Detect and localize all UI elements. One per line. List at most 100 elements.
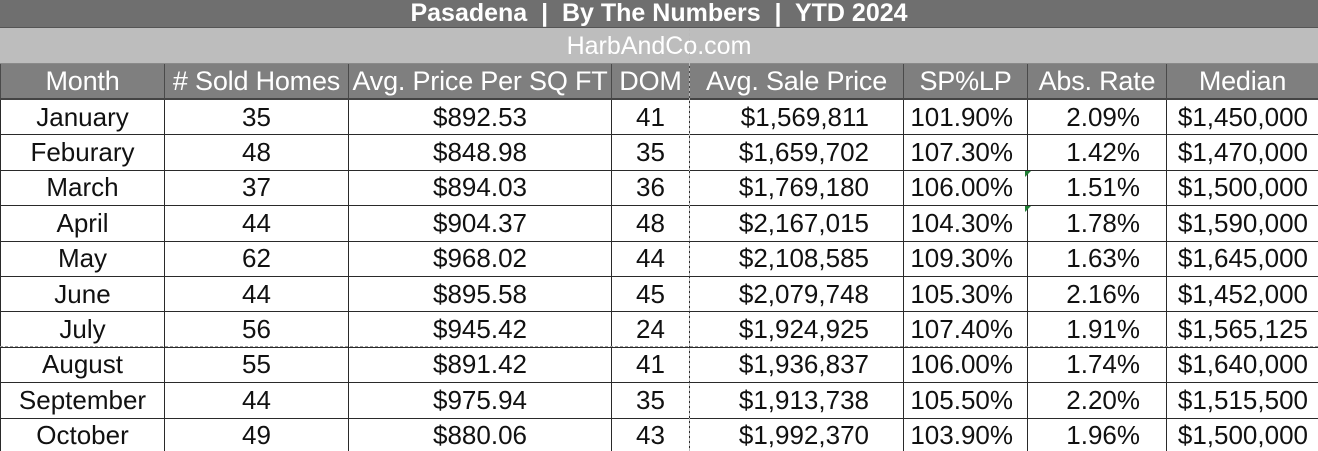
cell-avg-sale-price[interactable]: $2,167,015: [689, 205, 904, 242]
cell-sold-homes[interactable]: 48: [164, 134, 349, 171]
cell-month[interactable]: September: [0, 382, 165, 419]
cell-avg-sale-price[interactable]: $1,924,925: [689, 311, 904, 348]
column-header-avg-sale-price[interactable]: Avg. Sale Price: [689, 64, 904, 100]
column-header-sp-lp[interactable]: SP%LP: [903, 64, 1028, 100]
cell-month[interactable]: March: [0, 170, 165, 207]
cell-avg-sale-price[interactable]: $2,108,585: [689, 241, 904, 277]
cell-price-per-sqft[interactable]: $891.42: [348, 347, 612, 384]
cell-abs-rate[interactable]: 1.91%: [1027, 311, 1167, 348]
table-row: October 49 $880.06 43 $1,992,370 103.90% 1.96%…: [0, 418, 1318, 451]
table-row: May 62 $968.02 44 $2,108,585 109.30% 1.63% $1,6…: [0, 241, 1318, 277]
cell-sp-lp[interactable]: 104.30%: [903, 205, 1028, 242]
cell-median[interactable]: $1,452,000: [1166, 276, 1318, 313]
cell-median[interactable]: $1,640,000: [1166, 347, 1318, 384]
cell-avg-sale-price[interactable]: $2,079,748: [689, 276, 904, 313]
cell-month[interactable]: June: [0, 276, 165, 313]
cell-sp-lp[interactable]: 109.30%: [903, 241, 1028, 277]
cell-avg-sale-price[interactable]: $1,569,811: [689, 99, 904, 136]
stats-table: Month # Sold Homes Avg. Price Per SQ FT …: [0, 64, 1318, 451]
cell-abs-rate[interactable]: 1.96%: [1027, 418, 1167, 451]
cell-price-per-sqft[interactable]: $892.53: [348, 99, 612, 136]
cell-month[interactable]: January: [0, 99, 165, 136]
column-header-dom[interactable]: DOM: [611, 64, 690, 100]
cell-median[interactable]: $1,500,000: [1166, 170, 1318, 207]
cell-sp-lp[interactable]: 106.00%: [903, 170, 1028, 207]
cell-sold-homes[interactable]: 55: [164, 347, 349, 384]
cell-price-per-sqft[interactable]: $904.37: [348, 205, 612, 242]
cell-dom[interactable]: 43: [611, 418, 690, 451]
cell-sold-homes[interactable]: 35: [164, 99, 349, 136]
table-row: Feburary 48 $848.98 35 $1,659,702 107.30% 1.42…: [0, 134, 1318, 171]
cell-dom[interactable]: 45: [611, 276, 690, 313]
cell-median[interactable]: $1,470,000: [1166, 134, 1318, 171]
cell-avg-sale-price[interactable]: $1,769,180: [689, 170, 904, 207]
cell-dom[interactable]: 24: [611, 311, 690, 348]
cell-month[interactable]: April: [0, 205, 165, 242]
header-row: Month # Sold Homes Avg. Price Per SQ FT …: [0, 64, 1318, 100]
cell-sp-lp[interactable]: 105.30%: [903, 276, 1028, 313]
cell-sp-lp[interactable]: 107.40%: [903, 311, 1028, 348]
cell-dom[interactable]: 36: [611, 170, 690, 207]
cell-price-per-sqft[interactable]: $848.98: [348, 134, 612, 171]
cell-price-per-sqft[interactable]: $880.06: [348, 418, 612, 451]
cell-price-per-sqft[interactable]: $895.58: [348, 276, 612, 313]
cell-sold-homes[interactable]: 44: [164, 205, 349, 242]
cell-month[interactable]: October: [0, 418, 165, 451]
cell-sp-lp[interactable]: 107.30%: [903, 134, 1028, 171]
report-title: Pasadena | By The Numbers | YTD 2024: [0, 0, 1318, 28]
table-row: January 35 $892.53 41 $1,569,811 101.90% 2.09%…: [0, 99, 1318, 136]
column-header-sold-homes[interactable]: # Sold Homes: [164, 64, 349, 100]
cell-dom[interactable]: 41: [611, 347, 690, 384]
cell-sold-homes[interactable]: 49: [164, 418, 349, 451]
column-header-month[interactable]: Month: [0, 64, 165, 100]
cell-price-per-sqft[interactable]: $968.02: [348, 241, 612, 277]
cell-abs-rate[interactable]: 2.16%: [1027, 276, 1167, 313]
cell-median[interactable]: $1,450,000: [1166, 99, 1318, 136]
cell-dom[interactable]: 35: [611, 134, 690, 171]
cell-month[interactable]: August: [0, 347, 165, 384]
cell-dom[interactable]: 35: [611, 382, 690, 419]
cell-dom[interactable]: 48: [611, 205, 690, 242]
table-row: June 44 $895.58 45 $2,079,748 105.30% 2.16% $1,…: [0, 276, 1318, 313]
cell-median[interactable]: $1,645,000: [1166, 241, 1318, 277]
column-header-price-per-sqft[interactable]: Avg. Price Per SQ FT: [348, 64, 612, 100]
cell-abs-rate[interactable]: 1.78%: [1027, 205, 1167, 242]
cell-median[interactable]: $1,565,125: [1166, 311, 1318, 348]
cell-abs-rate[interactable]: 2.20%: [1027, 382, 1167, 419]
cell-median[interactable]: $1,590,000: [1166, 205, 1318, 242]
cell-month[interactable]: Feburary: [0, 134, 165, 171]
cell-price-per-sqft[interactable]: $894.03: [348, 170, 612, 207]
site-name: HarbAndCo.com: [0, 28, 1318, 64]
cell-median[interactable]: $1,515,500: [1166, 382, 1318, 419]
cell-sp-lp[interactable]: 105.50%: [903, 382, 1028, 419]
cell-sold-homes[interactable]: 56: [164, 311, 349, 348]
cell-sp-lp[interactable]: 106.00%: [903, 347, 1028, 384]
cell-abs-rate[interactable]: 1.42%: [1027, 134, 1167, 171]
cell-sold-homes[interactable]: 62: [164, 241, 349, 277]
cell-avg-sale-price[interactable]: $1,992,370: [689, 418, 904, 451]
cell-month[interactable]: July: [0, 311, 165, 348]
cell-sp-lp[interactable]: 101.90%: [903, 99, 1028, 136]
cell-abs-rate[interactable]: 1.51%: [1027, 170, 1167, 207]
cell-avg-sale-price[interactable]: $1,659,702: [689, 134, 904, 171]
table-row: March 37 $894.03 36 $1,769,180 106.00% 1.51% $1…: [0, 170, 1318, 207]
cell-sp-lp[interactable]: 103.90%: [903, 418, 1028, 451]
column-header-abs-rate[interactable]: Abs. Rate: [1027, 64, 1167, 100]
cell-abs-rate[interactable]: 1.74%: [1027, 347, 1167, 384]
table-row: April 44 $904.37 48 $2,167,015 104.30% 1.78% $1…: [0, 205, 1318, 242]
cell-sold-homes[interactable]: 37: [164, 170, 349, 207]
cell-avg-sale-price[interactable]: $1,913,738: [689, 382, 904, 419]
cell-abs-rate[interactable]: 2.09%: [1027, 99, 1167, 136]
cell-dom[interactable]: 44: [611, 241, 690, 277]
cell-sold-homes[interactable]: 44: [164, 382, 349, 419]
cell-dom[interactable]: 41: [611, 99, 690, 136]
cell-median[interactable]: $1,500,000: [1166, 418, 1318, 451]
column-header-median[interactable]: Median: [1166, 64, 1318, 100]
cell-avg-sale-price[interactable]: $1,936,837: [689, 347, 904, 384]
cell-price-per-sqft[interactable]: $945.42: [348, 311, 612, 348]
cell-sold-homes[interactable]: 44: [164, 276, 349, 313]
cell-abs-rate[interactable]: 1.63%: [1027, 241, 1167, 277]
cell-price-per-sqft[interactable]: $975.94: [348, 382, 612, 419]
cell-month[interactable]: May: [0, 241, 165, 277]
